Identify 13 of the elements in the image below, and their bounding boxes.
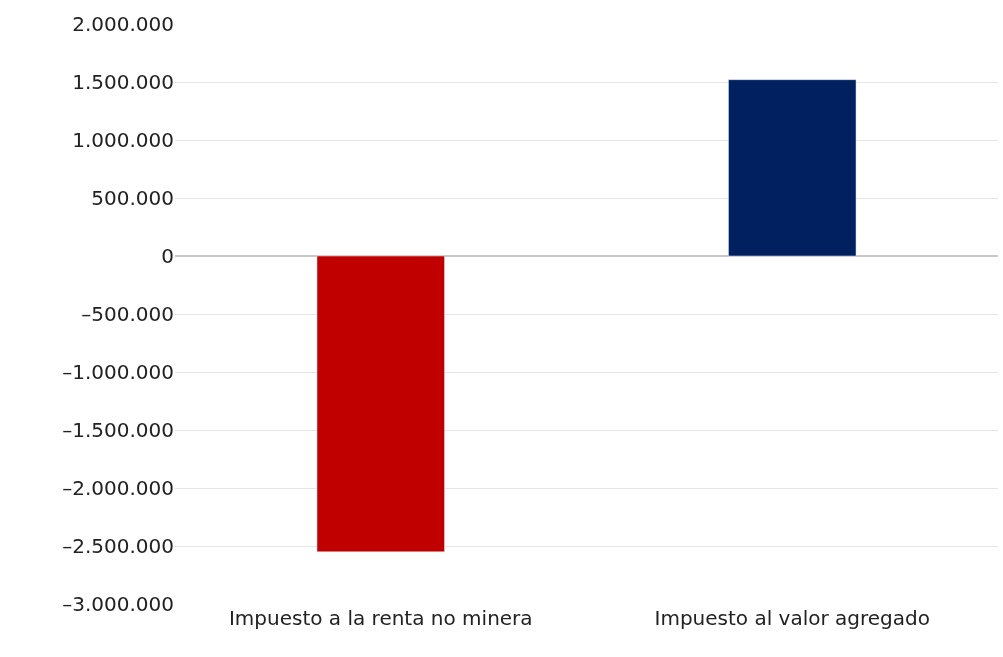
y-tick-label: –500.000	[81, 302, 174, 326]
y-tick-label: 1.000.000	[72, 128, 174, 152]
y-tick-label: –3.000.000	[62, 592, 174, 616]
y-tick-label: 500.000	[91, 186, 174, 210]
y-tick-label: 0	[161, 244, 174, 268]
x-tick-label: Impuesto al valor agregado	[654, 606, 930, 630]
y-tick-label: 1.500.000	[72, 70, 174, 94]
y-tick-label: –2.500.000	[62, 534, 174, 558]
y-tick-label: –1.000.000	[62, 360, 174, 384]
x-tick-label: Impuesto a la renta no minera	[228, 606, 533, 630]
y-tick-label: 2.000.000	[72, 12, 174, 36]
y-tick-label: –1.500.000	[62, 418, 174, 442]
y-tick-label: –2.000.000	[62, 476, 174, 500]
